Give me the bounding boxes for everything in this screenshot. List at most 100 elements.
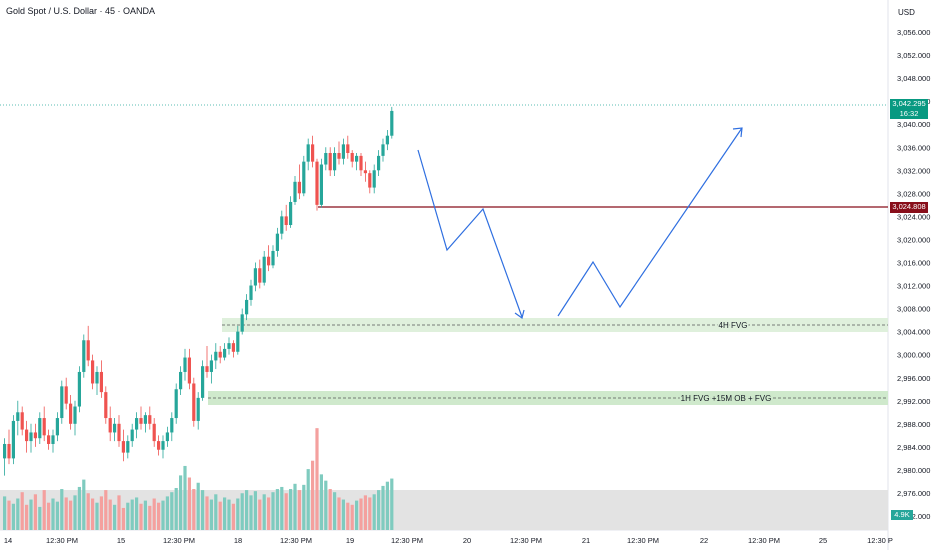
price-tick-label: 3,008.000 xyxy=(897,305,930,314)
candle xyxy=(3,438,7,476)
volume-bar xyxy=(267,497,271,530)
candle xyxy=(64,377,68,410)
volume-bar xyxy=(113,504,117,530)
candle xyxy=(368,170,372,194)
candle xyxy=(11,415,15,465)
projection-path[interactable] xyxy=(417,149,523,318)
candle-body xyxy=(381,144,385,156)
candle xyxy=(179,366,183,395)
candle-body xyxy=(319,164,323,205)
candle-body xyxy=(372,170,376,188)
currency-label[interactable]: USD xyxy=(898,8,915,17)
candle-body xyxy=(280,216,284,234)
candle xyxy=(306,138,310,171)
candle-body xyxy=(223,348,227,358)
candle xyxy=(55,412,59,442)
time-tick-label: 12:30 PM xyxy=(748,536,780,545)
volume-bar xyxy=(121,507,125,530)
candle-body xyxy=(377,155,381,171)
candle-body xyxy=(218,351,222,358)
projection-path-2[interactable] xyxy=(557,127,743,317)
candle xyxy=(363,161,367,182)
candle xyxy=(91,354,95,390)
candle xyxy=(205,346,209,378)
candle-body xyxy=(7,443,11,459)
candle-body xyxy=(262,256,266,283)
volume-bar xyxy=(368,497,372,530)
volume-bar xyxy=(148,505,152,530)
volume-bar xyxy=(249,495,253,530)
volume-bar xyxy=(346,502,350,530)
candle-body xyxy=(355,155,359,162)
candle xyxy=(201,360,205,401)
time-tick-label: 12:30 PM xyxy=(280,536,312,545)
volume-bar xyxy=(227,499,231,530)
volume-bar xyxy=(381,485,385,530)
volume-bar xyxy=(25,504,29,530)
time-tick-label: 22 xyxy=(700,536,708,545)
volume-bar xyxy=(293,483,297,530)
candle-body xyxy=(275,233,279,251)
candle-body xyxy=(135,418,139,430)
volume-bar xyxy=(3,496,7,530)
volume-bar xyxy=(385,481,389,530)
candle xyxy=(95,366,99,395)
time-tick-label: 12:30 PM xyxy=(163,536,195,545)
candle-body xyxy=(201,366,205,398)
candle-body xyxy=(196,397,200,421)
candle-body xyxy=(104,392,108,419)
volume-bar xyxy=(91,498,95,530)
price-tick-label: 3,016.000 xyxy=(897,259,930,268)
time-tick-label: 12:30 PM xyxy=(391,536,423,545)
candle xyxy=(231,340,235,358)
resistance-price-tag: 3,024.808 xyxy=(890,202,928,213)
zone-1h-fvg-label: 1H FVG +15M OB + FVG xyxy=(681,394,772,403)
zone-4h-fvg-label: 4H FVG xyxy=(719,321,748,330)
candle xyxy=(69,395,73,430)
candle xyxy=(60,380,64,424)
volume-bar xyxy=(82,479,86,530)
candle xyxy=(311,135,315,168)
volume-bar xyxy=(363,495,367,530)
price-tick-label: 3,024.000 xyxy=(897,212,930,221)
candle-body xyxy=(82,340,86,372)
candle-body xyxy=(33,432,37,439)
time-tick-label: 21 xyxy=(582,536,590,545)
candle xyxy=(275,227,279,257)
volume-bar xyxy=(324,480,328,530)
volume-bar xyxy=(161,500,165,530)
candle-body xyxy=(385,135,389,145)
price-tick-label: 3,000.000 xyxy=(897,351,930,360)
volume-bar xyxy=(73,495,77,530)
volume-bar xyxy=(95,502,99,530)
candle xyxy=(16,400,20,436)
volume-bar xyxy=(377,490,381,530)
volume-bar xyxy=(29,499,33,530)
candle-body xyxy=(249,285,253,300)
volume-bar xyxy=(201,490,205,530)
volume-bar xyxy=(289,489,293,530)
candle xyxy=(38,412,42,444)
candle xyxy=(20,406,24,436)
projection-arrow-head-down xyxy=(514,309,525,320)
candle xyxy=(333,147,337,177)
volume-bar xyxy=(245,490,249,530)
candle-body xyxy=(77,371,81,407)
candle-body xyxy=(192,383,196,421)
candle xyxy=(192,377,196,427)
candle xyxy=(73,400,77,436)
candle xyxy=(249,279,253,306)
volume-bar xyxy=(214,494,218,530)
candle xyxy=(108,406,112,442)
volume-bar xyxy=(231,503,235,530)
volume-bar xyxy=(143,500,147,530)
volume-bar xyxy=(390,478,394,530)
candle xyxy=(267,245,271,272)
price-tick-label: 2,980.000 xyxy=(897,466,930,475)
price-axis-ticks: 3,056.0003,052.0003,048.0003,044.0003,04… xyxy=(897,28,930,521)
volume-bar xyxy=(209,499,213,530)
volume-bar xyxy=(253,491,257,530)
candle-body xyxy=(95,371,99,384)
candle xyxy=(284,204,288,231)
